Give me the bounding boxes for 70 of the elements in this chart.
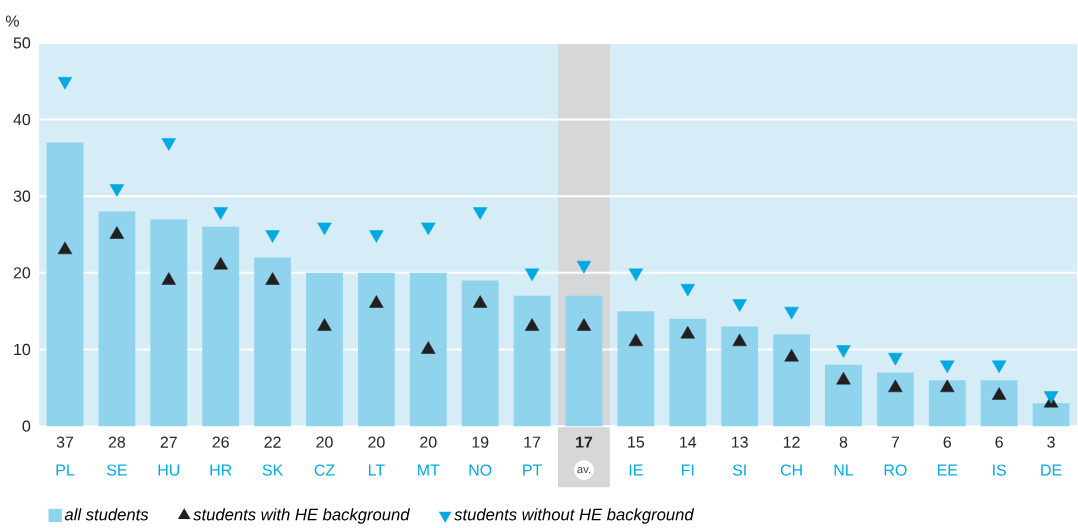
y-tick-label: 20 bbox=[13, 267, 31, 279]
bar bbox=[150, 219, 188, 427]
x-tick-label: NL bbox=[834, 464, 854, 476]
data-label: 14 bbox=[680, 436, 697, 448]
data-label: 17 bbox=[576, 436, 593, 448]
y-tick-label: 0 bbox=[22, 420, 31, 432]
data-label: 15 bbox=[628, 436, 645, 448]
x-tick-label: SK bbox=[262, 464, 284, 476]
x-tick-label: FI bbox=[681, 464, 694, 476]
legend-label: students without HE background bbox=[454, 508, 695, 524]
data-label: 20 bbox=[420, 436, 437, 448]
data-label: 22 bbox=[264, 436, 281, 448]
x-tick-label: SI bbox=[732, 464, 746, 476]
bar bbox=[46, 142, 84, 427]
bar bbox=[357, 272, 395, 427]
data-label: 17 bbox=[524, 436, 541, 448]
x-tick-label: RO bbox=[884, 464, 907, 476]
data-label: 6 bbox=[995, 436, 1003, 448]
bar bbox=[669, 318, 707, 427]
bar bbox=[513, 295, 551, 427]
bar bbox=[876, 372, 914, 427]
x-tick-label: CH bbox=[780, 464, 802, 476]
bar bbox=[773, 334, 810, 427]
x-tick-label: HR bbox=[210, 464, 232, 476]
x-tick-label: av. bbox=[577, 466, 591, 474]
bar bbox=[565, 295, 603, 427]
data-label: 20 bbox=[316, 436, 333, 448]
data-label: 7 bbox=[891, 436, 899, 448]
data-label: 19 bbox=[472, 436, 489, 448]
y-tick-label: 10 bbox=[14, 343, 31, 356]
data-label: 8 bbox=[839, 436, 848, 448]
data-label: 27 bbox=[160, 436, 177, 448]
x-tick-label: SE bbox=[106, 464, 127, 476]
bar bbox=[409, 272, 447, 427]
data-label: 13 bbox=[732, 436, 748, 448]
legend-label: students with HE background bbox=[193, 508, 410, 524]
x-tick-label: EE bbox=[937, 464, 958, 476]
y-tick-label: 50 bbox=[13, 37, 31, 49]
data-label: 28 bbox=[108, 436, 126, 448]
x-tick-label: IE bbox=[629, 464, 643, 476]
data-label: 20 bbox=[368, 436, 385, 448]
bar bbox=[721, 326, 759, 427]
bar bbox=[928, 380, 966, 427]
bar bbox=[461, 280, 499, 427]
bar bbox=[306, 272, 343, 427]
y-axis-title: % bbox=[5, 15, 19, 27]
legend-label: all students bbox=[64, 508, 149, 521]
x-tick-label: PL bbox=[56, 464, 75, 476]
x-tick-label: LT bbox=[368, 464, 385, 476]
x-tick-label: NO bbox=[469, 464, 492, 476]
x-tick-label: CZ bbox=[314, 464, 335, 476]
bar bbox=[825, 364, 862, 427]
data-label: 3 bbox=[1047, 436, 1055, 448]
data-label: 26 bbox=[212, 436, 229, 448]
data-label: 12 bbox=[783, 436, 800, 448]
data-label: 6 bbox=[943, 436, 951, 448]
x-tick-label: IS bbox=[993, 464, 1006, 476]
x-tick-label: MT bbox=[418, 464, 440, 476]
x-tick-label: HU bbox=[158, 464, 180, 476]
y-tick-label: 30 bbox=[13, 190, 31, 202]
x-tick-label: DE bbox=[1041, 464, 1062, 476]
bar bbox=[202, 226, 240, 427]
x-tick-label: PT bbox=[523, 464, 542, 476]
y-tick-label: 40 bbox=[13, 113, 31, 126]
data-label: 37 bbox=[56, 436, 74, 448]
bar bbox=[254, 257, 292, 427]
bar bbox=[617, 311, 655, 427]
bar bbox=[1032, 403, 1070, 427]
bar bbox=[980, 380, 1018, 427]
bar bbox=[98, 211, 136, 427]
